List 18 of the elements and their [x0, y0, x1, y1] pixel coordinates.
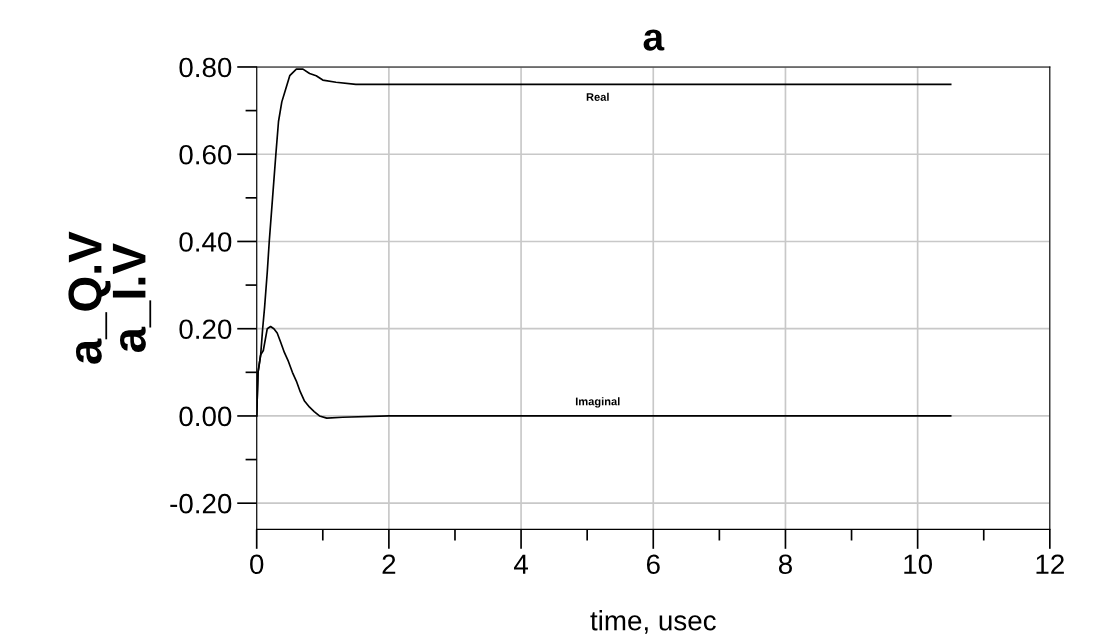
x-tick-label: 2 [382, 554, 396, 574]
x-tick-label: 8 [778, 554, 792, 575]
y-tick-label: 0.60 [179, 144, 232, 165]
y-tick-label: 0.20 [179, 319, 232, 340]
x-tick-label: 12 [1036, 554, 1064, 574]
y-tick-label: 0.80 [179, 57, 232, 78]
y-tick-label: -0.20 [170, 493, 232, 514]
series-label: Imaginal [575, 397, 620, 408]
y-axis-title: a_Q.V a_I.V [68, 231, 152, 364]
x-tick-label: 4 [513, 554, 528, 574]
y-tick-label: 0.40 [179, 232, 232, 252]
x-tick-label: 6 [646, 554, 660, 575]
y-tick-label: 0.00 [179, 406, 232, 427]
chart-title: a [643, 29, 665, 51]
series-label: Real [586, 92, 609, 101]
x-tick-label: 0 [250, 554, 264, 575]
x-axis-title: time, usec [590, 610, 716, 634]
x-tick-label: 10 [904, 554, 932, 575]
